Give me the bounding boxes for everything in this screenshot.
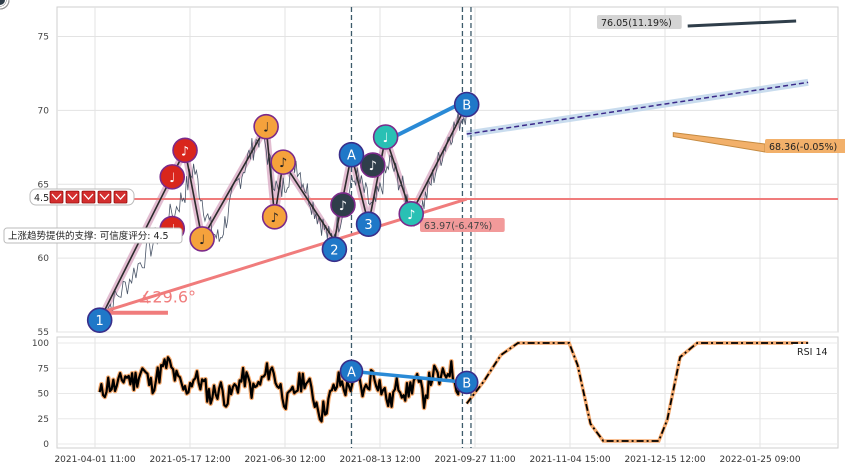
chart-markers: [0, 0, 845, 395]
note-marker: [360, 152, 386, 178]
note-glyph: ♩: [263, 121, 269, 136]
price-y-tick-label: 65: [38, 180, 49, 190]
rsi-divergence-marker: [339, 359, 364, 384]
rsi-name-label: RSI 14: [797, 347, 828, 358]
rsi-panel-frame: [56, 336, 839, 449]
x-tick-label: 2021-12-15 12:00: [624, 455, 705, 465]
ab-segment: [392, 102, 460, 139]
wave-line: [98, 104, 468, 321]
price-y-tick-label: 55: [38, 328, 49, 338]
chart-labels: 2021-04-01 11:00 2021-05-17 12:00 2021-06-…: [8, 18, 837, 465]
x-tick-label: 2022-01-25 09:00: [719, 455, 800, 465]
note-glyph: ♩: [199, 233, 205, 248]
rsi-y-tick-label: 0: [43, 440, 49, 450]
rsi-y-tick-label: 100: [32, 339, 49, 349]
wave-label-marker: [321, 236, 348, 263]
rsi-forecast-line: [465, 342, 809, 442]
x-tick-label: 2021-06-30 12:00: [244, 455, 325, 465]
x-tick-label: 2021-05-17 12:00: [149, 455, 230, 465]
annotation-box: [765, 139, 845, 153]
note-marker: [253, 113, 279, 140]
support-label-box: [3, 227, 183, 244]
note-glyph: ♪: [369, 159, 377, 174]
trend-angle-label: ∡29.6°: [138, 287, 196, 306]
note-glyph: ♩: [169, 171, 175, 186]
rating-icon: [65, 190, 80, 204]
wave-label: A: [347, 149, 356, 164]
rating-icon: [113, 190, 128, 204]
wave-label: 3: [364, 218, 372, 233]
rsi-y-tick-label: 25: [38, 415, 49, 425]
forecast-lower-path: [466, 81, 809, 135]
annotation-arrow: [687, 19, 797, 28]
note-glyph: ♩: [383, 131, 389, 146]
wave-label: 1: [96, 314, 104, 329]
wave-label-marker: [355, 211, 382, 237]
wave-label-marker: [86, 307, 113, 333]
price-y-tick-label: 70: [38, 106, 50, 116]
x-tick-label: 2021-04-01 11:00: [54, 455, 135, 465]
rsi-line: [98, 356, 468, 423]
forecast-point: [0, 0, 6, 6]
rsi-divergence-label: A: [347, 365, 356, 380]
rating-icon: [97, 190, 112, 204]
annotation-box: [597, 15, 682, 29]
rating-label: 4.5: [34, 193, 49, 204]
note-marker: [398, 201, 425, 227]
note-marker: [270, 149, 296, 175]
note-marker: [189, 226, 215, 252]
x-tick-label: 2021-09-27 11:00: [434, 455, 515, 465]
rsi-divergence-line: [351, 369, 467, 385]
note-glyph: ♪: [339, 199, 347, 214]
wave-label-marker: [453, 91, 480, 118]
rating-icon-glyph: [99, 193, 110, 200]
note-marker: [330, 192, 356, 218]
note-glyph: ♪: [279, 156, 287, 171]
x-tick-label: 2021-11-04 15:00: [529, 455, 610, 465]
rating-icon-glyph: [115, 193, 126, 200]
price-y-tick-label: 60: [38, 254, 50, 264]
annotation-arrow: [672, 132, 766, 153]
note-glyph: ♪: [407, 208, 415, 223]
rsi-divergence-marker: [454, 370, 479, 395]
rating-icon-glyph: [51, 193, 62, 200]
annotation-label: 68.36(-0.05%): [769, 142, 837, 153]
annotation-label: 76.05(11.19%): [601, 18, 672, 29]
wave-label-marker: [338, 141, 365, 168]
note-glyph: ♩: [169, 223, 175, 238]
rating-icon: [49, 190, 64, 204]
rsi-name-box: [793, 344, 833, 358]
annotation-label: 63.97(-6.47%): [424, 221, 492, 232]
annotation-box: [420, 218, 505, 232]
wave-label: B: [462, 99, 471, 114]
rating-icon: [81, 190, 96, 204]
note-glyph: ♪: [181, 144, 189, 159]
rsi-y-tick-label: 50: [38, 390, 50, 400]
rating-icon-glyph: [83, 193, 94, 200]
note-marker: [261, 203, 288, 230]
note-marker: [372, 124, 399, 150]
note-glyph: ♪: [271, 211, 279, 226]
price-y-tick-label: 75: [38, 33, 49, 43]
x-tick-label: 2021-08-13 12:00: [339, 455, 420, 465]
note-marker: [172, 137, 198, 164]
rsi-y-tick-label: 75: [38, 364, 49, 374]
rsi-divergence-label: B: [462, 376, 471, 391]
price-lines: [57, 7, 838, 448]
note-marker: [159, 164, 186, 190]
wave-label: 2: [330, 243, 338, 258]
rating-icon-glyph: [67, 193, 78, 200]
support-label: 上涨趋势提供的支撑: 可信度评分: 4.5: [8, 230, 169, 242]
rsi-grid: [56, 336, 839, 449]
